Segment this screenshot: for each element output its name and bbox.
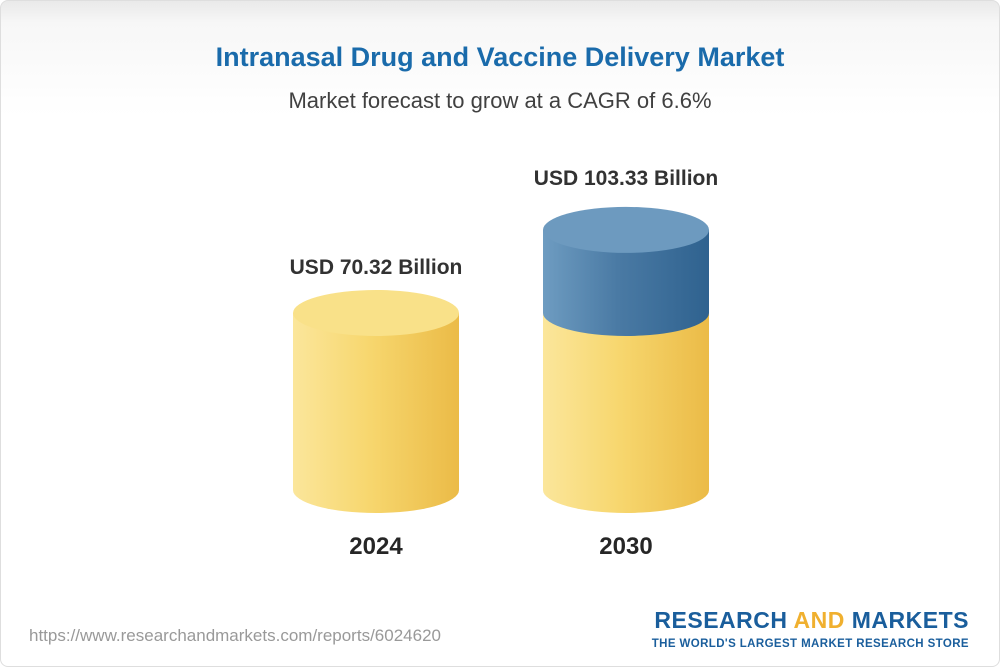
logo-tagline: THE WORLD'S LARGEST MARKET RESEARCH STOR… [651, 638, 969, 650]
bar-year-label-2024: 2024 [349, 533, 403, 560]
cylinder-2024-top [293, 290, 459, 336]
cylinder-2024-body [293, 313, 459, 513]
cylinder-2030-top [543, 206, 709, 253]
cylinder-2024 [293, 290, 459, 513]
bar-year-label-2030: 2030 [599, 533, 653, 560]
cylinder-2030 [543, 206, 709, 513]
report-url: https://www.researchandmarkets.com/repor… [29, 626, 441, 645]
logo-word-research: RESEARCH [654, 607, 788, 633]
cylinder-2030-base-segment [543, 313, 709, 513]
chart-title: Intranasal Drug and Vaccine Delivery Mar… [215, 42, 785, 72]
logo-word-and: AND [793, 607, 845, 633]
bar-value-label-2030: USD 103.33 Billion [533, 167, 719, 190]
cylinder-2030-growth-segment [543, 229, 709, 336]
chart-subtitle: Market forecast to grow at a CAGR of 6.6… [288, 88, 712, 113]
logo-wordmark: RESEARCH AND MARKETS [652, 607, 969, 634]
bar-value-label-2024: USD 70.32 Billion [289, 256, 463, 279]
research-and-markets-logo: RESEARCH AND MARKETS THE WORLD'S LARGEST… [652, 607, 969, 650]
logo-word-markets: MARKETS [851, 607, 969, 633]
